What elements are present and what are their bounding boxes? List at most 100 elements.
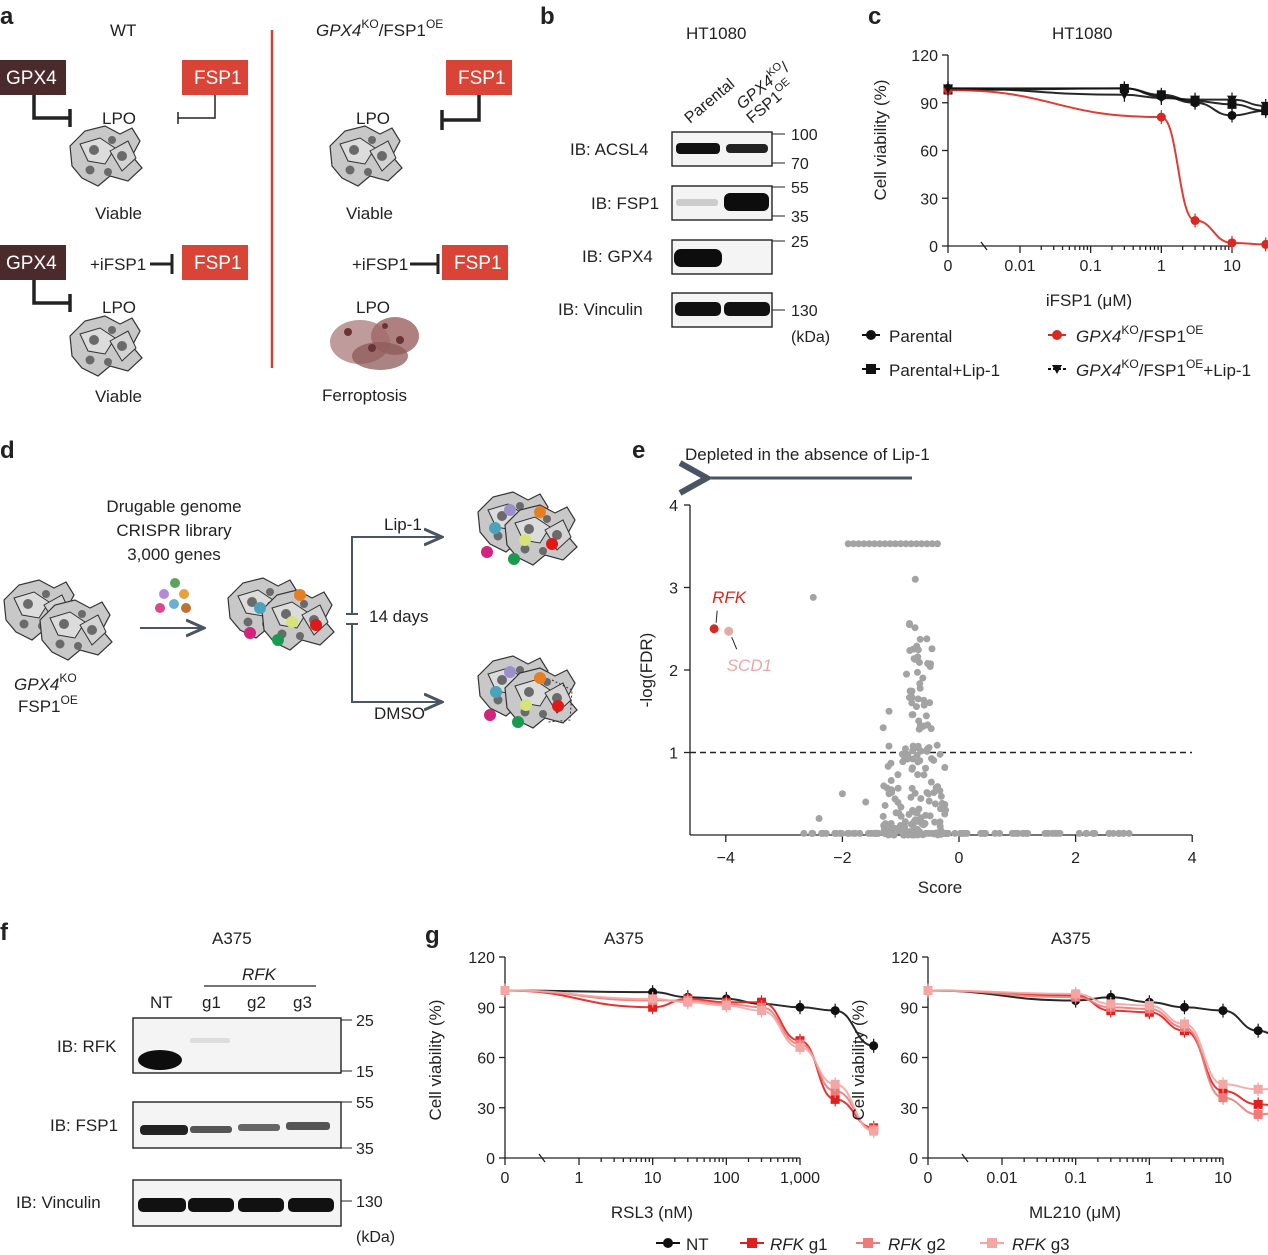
data-point bbox=[500, 986, 510, 995]
band bbox=[724, 302, 770, 316]
y-tick-label: 60 bbox=[477, 1051, 495, 1068]
data-point bbox=[1071, 989, 1081, 999]
gpx4-label: GPX4 bbox=[6, 68, 57, 89]
gene-point bbox=[903, 755, 911, 763]
library-line2: CRISPR library bbox=[116, 521, 232, 540]
gene-point bbox=[809, 593, 817, 601]
chart-g-ml210-xlabel: ML210 (μM) bbox=[1029, 1203, 1121, 1222]
y-tick-label: 60 bbox=[920, 144, 938, 161]
ko-title-gene: GPX4 bbox=[316, 21, 361, 40]
lpo-label: LPO bbox=[102, 298, 136, 317]
ib-vinculin-f: IB: Vinculin bbox=[16, 1193, 101, 1212]
legend-ko-sup: KO bbox=[1121, 323, 1138, 337]
series-line-rfk-g2 bbox=[927, 989, 1268, 1116]
legend-parental: Parental bbox=[889, 327, 952, 346]
gene-point bbox=[891, 540, 899, 548]
legend-nt: NT bbox=[686, 1235, 709, 1254]
gene-point bbox=[937, 792, 945, 800]
axis-break bbox=[538, 1153, 546, 1163]
ko-title-sup: KO bbox=[361, 17, 378, 31]
gene-point bbox=[922, 764, 930, 772]
legend-ko-rest: /FSP1 bbox=[1139, 327, 1186, 346]
gene-point bbox=[919, 674, 927, 682]
gene-point bbox=[916, 635, 924, 643]
panel-label-b: b bbox=[540, 3, 555, 30]
data-point bbox=[1156, 112, 1166, 122]
gene-point bbox=[926, 699, 934, 707]
y-tick-label: 60 bbox=[900, 1051, 918, 1068]
chart-c-xlabel: iFSP1 (μM) bbox=[1046, 291, 1132, 310]
lane-g3: g3 bbox=[293, 993, 312, 1012]
ib-rfk: IB: RFK bbox=[57, 1037, 117, 1056]
legend-ko-lip1-suffix: +Lip-1 bbox=[1203, 361, 1251, 380]
gene-point bbox=[881, 801, 889, 809]
band bbox=[238, 1198, 284, 1212]
panel-label-f: f bbox=[0, 919, 9, 946]
data-point bbox=[1253, 1109, 1263, 1119]
band bbox=[188, 1198, 234, 1212]
y-tick-label: 90 bbox=[920, 96, 938, 113]
mw-130: 130 bbox=[791, 303, 818, 320]
gpx4-label: GPX4 bbox=[6, 253, 57, 274]
gene-point bbox=[849, 540, 857, 548]
gene-point bbox=[941, 763, 949, 771]
lip1-cells-icon bbox=[477, 491, 578, 566]
inhibit-line-weak bbox=[178, 95, 216, 119]
gene-point bbox=[907, 540, 915, 548]
gene-point-scd1 bbox=[724, 626, 734, 636]
band bbox=[726, 144, 768, 153]
gene-point bbox=[911, 624, 919, 632]
x-tick-label: 0 bbox=[924, 1170, 933, 1187]
chart-g-legend: NT RFK g1 RFK g2 RFK g3 bbox=[656, 1235, 1070, 1254]
legend-ko-lip1: GPX4KO/FSP1OE+Lip-1 bbox=[1076, 357, 1251, 380]
gene-point bbox=[928, 755, 936, 763]
cells-icon bbox=[69, 315, 143, 377]
band bbox=[238, 1124, 280, 1131]
data-point bbox=[648, 994, 658, 1004]
panel-d: Drugable genome CRISPR library 3,000 gen… bbox=[3, 491, 578, 729]
legend-ko-lip1-gene: GPX4 bbox=[1076, 361, 1121, 380]
gene-point bbox=[815, 815, 823, 822]
label-leader bbox=[731, 637, 738, 650]
viable-label: Viable bbox=[346, 204, 393, 223]
legend-ko-lip1-rest: /FSP1 bbox=[1139, 361, 1186, 380]
panel-a: WT GPX4KO/FSP1OE GPX4 FSP1 LPO Viable GP… bbox=[0, 17, 512, 406]
y-tick-label: 2 bbox=[669, 663, 678, 680]
series-line-nt bbox=[927, 989, 1268, 1035]
axis-break bbox=[961, 1153, 969, 1163]
gene-point bbox=[901, 823, 909, 831]
gene-point bbox=[931, 818, 939, 826]
data-point bbox=[923, 986, 933, 995]
cells-icon bbox=[329, 125, 403, 187]
ko-title: GPX4KO/FSP1OE bbox=[316, 17, 443, 40]
lpo-label: LPO bbox=[356, 298, 390, 317]
gene-point bbox=[916, 757, 924, 765]
gene-point bbox=[836, 829, 844, 837]
legend-g2: RFK g2 bbox=[888, 1235, 946, 1254]
gene-point bbox=[855, 540, 863, 548]
data-point bbox=[721, 1001, 731, 1011]
gene-point bbox=[912, 540, 920, 548]
gene-point bbox=[934, 831, 942, 839]
x-tick-label: 1 bbox=[1145, 1170, 1154, 1187]
gene-point bbox=[933, 540, 941, 548]
gene-point bbox=[897, 540, 905, 548]
viable-label: Viable bbox=[95, 387, 142, 406]
legend-ko-gene: GPX4 bbox=[1076, 327, 1121, 346]
dmso-label: DMSO bbox=[374, 704, 425, 723]
x-tick-label: 10 bbox=[644, 1170, 662, 1187]
data-point bbox=[795, 1002, 805, 1012]
data-point bbox=[869, 1126, 879, 1136]
data-point bbox=[1253, 1099, 1263, 1109]
gene-point bbox=[844, 540, 852, 548]
x-tick-label: 10 bbox=[1223, 258, 1241, 275]
y-tick-label: 120 bbox=[891, 950, 918, 967]
gene-point bbox=[884, 830, 892, 838]
chart-c-ylabel: Cell viability (%) bbox=[871, 80, 890, 201]
lane-g2: g2 bbox=[247, 993, 266, 1012]
gene-point bbox=[910, 824, 918, 832]
cell-line-label2: FSP1OE bbox=[18, 693, 78, 716]
gene-point bbox=[911, 655, 919, 663]
x-tick-label: −2 bbox=[833, 850, 851, 867]
panel-label-a: a bbox=[0, 3, 14, 30]
